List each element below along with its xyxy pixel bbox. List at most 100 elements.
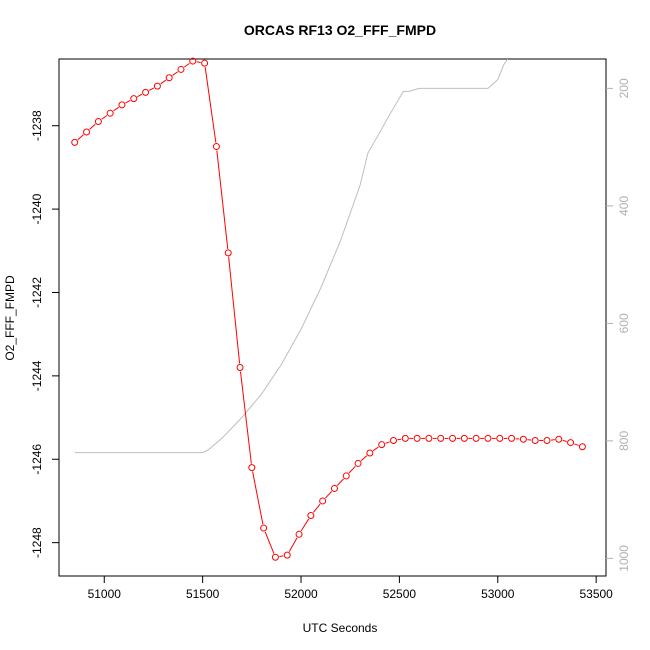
x-tick-label: 53000 xyxy=(481,587,515,601)
data-point xyxy=(330,484,338,492)
series-segment xyxy=(196,61,201,63)
y2-tick-label: 600 xyxy=(617,313,631,333)
data-point xyxy=(83,128,91,136)
data-point xyxy=(142,88,150,96)
y-tick-label: -1238 xyxy=(30,110,44,141)
series-segment xyxy=(183,62,190,68)
data-point xyxy=(307,512,315,520)
series-segment xyxy=(101,115,108,120)
x-tick-label: 52500 xyxy=(383,587,417,601)
series-segment xyxy=(348,465,356,474)
data-point xyxy=(437,434,445,442)
y-tick-label: -1244 xyxy=(30,360,44,391)
series-line xyxy=(74,59,509,454)
data-point xyxy=(472,434,480,442)
data-point xyxy=(260,524,268,532)
x-tick-label: 51000 xyxy=(88,587,122,601)
data-point xyxy=(508,434,516,442)
data-point xyxy=(378,441,386,449)
data-point xyxy=(342,472,350,480)
series-segment xyxy=(228,256,241,364)
chart-title: ORCAS RF13 O2_FFF_FMPD xyxy=(244,22,436,38)
data-point xyxy=(389,436,397,444)
data-point xyxy=(153,82,161,90)
data-point xyxy=(449,434,457,442)
data-point xyxy=(118,101,126,109)
series-segment xyxy=(264,531,275,554)
y2-tick-label: 400 xyxy=(617,196,631,216)
data-point xyxy=(496,434,504,442)
data-point xyxy=(531,436,539,444)
series-segment xyxy=(160,79,167,85)
data-point xyxy=(271,553,279,561)
data-point xyxy=(295,530,303,538)
data-point xyxy=(460,434,468,442)
series-primary xyxy=(71,57,586,561)
plot-frame xyxy=(58,58,607,577)
series-secondary xyxy=(74,59,509,454)
data-point xyxy=(130,95,138,103)
x-tick-label: 53500 xyxy=(579,587,613,601)
series-segment xyxy=(300,518,310,532)
series-segment xyxy=(77,134,84,141)
data-point xyxy=(224,249,232,257)
series-segment xyxy=(125,100,131,104)
data-point xyxy=(555,435,563,443)
series-segment xyxy=(172,71,179,76)
series-segment xyxy=(137,93,143,98)
data-point xyxy=(94,118,102,126)
series-segment xyxy=(252,471,264,525)
x-axis: 51000 51500 52000 52500 53000 53500 xyxy=(88,576,613,601)
data-point xyxy=(319,497,327,505)
x-tick-label: 51500 xyxy=(186,587,220,601)
data-point xyxy=(189,57,197,65)
y2-tick-label: 1000 xyxy=(617,545,631,572)
data-point xyxy=(401,434,409,442)
data-point xyxy=(567,439,575,447)
series-segment xyxy=(336,478,344,486)
data-point xyxy=(413,434,421,442)
data-point xyxy=(248,464,256,472)
y-axis: -1238 -1240 -1242 -1244 -1246 -1248 xyxy=(30,110,59,558)
data-point xyxy=(177,65,185,73)
data-point xyxy=(543,436,551,444)
y-tick-label: -1240 xyxy=(30,193,44,224)
data-point xyxy=(519,435,527,443)
x-tick-label: 52000 xyxy=(284,587,318,601)
series-segment xyxy=(360,455,368,462)
data-point xyxy=(366,449,374,457)
data-point xyxy=(71,138,79,146)
y2-tick-label: 200 xyxy=(617,78,631,98)
series-segment xyxy=(312,503,321,513)
data-point xyxy=(165,74,173,82)
y-axis-label: O2_FFF_FMPD xyxy=(3,275,17,361)
series-segment xyxy=(204,67,217,143)
series-segment xyxy=(148,87,155,91)
data-point xyxy=(236,364,244,372)
series-segment xyxy=(397,438,402,441)
series-segment xyxy=(562,439,567,442)
series-segment xyxy=(574,443,579,446)
data-point xyxy=(201,59,209,67)
data-point xyxy=(354,459,362,467)
series-segment xyxy=(385,441,390,444)
series-segment xyxy=(279,555,284,558)
right-axis: 200 400 600 800 1000 xyxy=(606,78,631,572)
data-point xyxy=(106,109,114,117)
data-point xyxy=(283,551,291,559)
y-tick-label: -1246 xyxy=(30,444,44,475)
series-segment xyxy=(325,491,333,499)
data-point xyxy=(484,434,492,442)
y-tick-label: -1242 xyxy=(30,277,44,308)
series-segment xyxy=(113,106,119,112)
y2-tick-label: 800 xyxy=(617,431,631,451)
data-point xyxy=(212,143,220,151)
x-axis-label: UTC Seconds xyxy=(303,621,378,635)
series-segment xyxy=(239,371,252,464)
data-point xyxy=(578,443,586,451)
series-segment xyxy=(89,123,96,130)
series-segment xyxy=(216,150,229,249)
series-segment xyxy=(288,537,298,552)
series-segment xyxy=(372,446,379,452)
